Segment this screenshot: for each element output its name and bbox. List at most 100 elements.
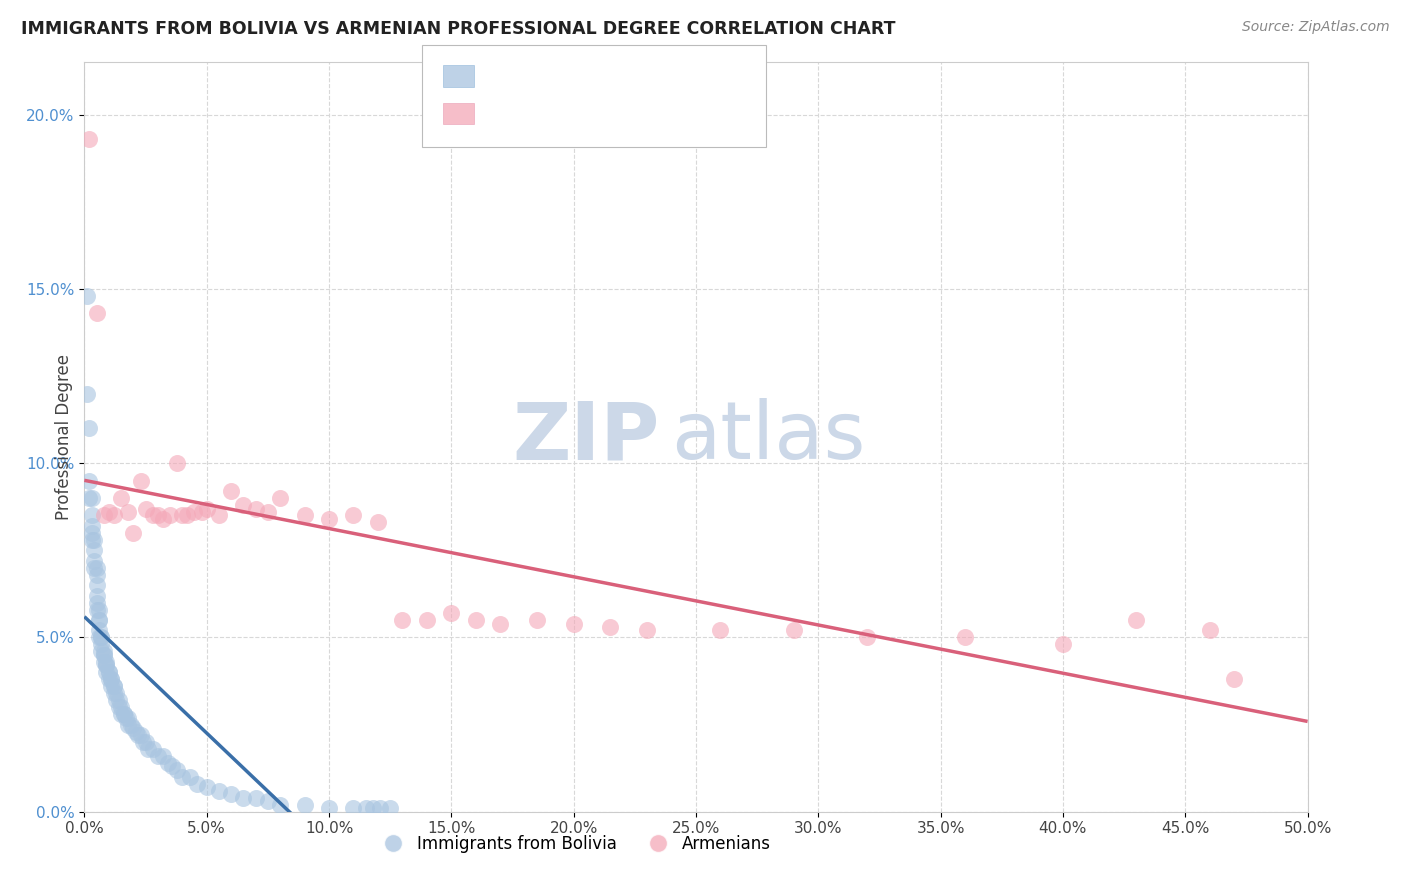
Point	[100, 673, 122, 687]
Point	[97, 673, 120, 687]
Point	[83, 561, 105, 575]
Point	[80, 519, 103, 533]
Point	[90, 644, 112, 658]
Point	[86, 602, 108, 616]
Point	[1198, 624, 1220, 638]
Point	[361, 801, 384, 815]
Point	[87, 602, 110, 616]
Point	[464, 613, 486, 627]
Point	[115, 711, 138, 725]
Point	[112, 707, 135, 722]
Point	[83, 554, 105, 568]
Point	[86, 578, 108, 592]
Point	[183, 505, 205, 519]
Point	[135, 735, 157, 749]
Point	[93, 648, 115, 662]
Point	[166, 456, 188, 470]
Point	[86, 589, 108, 603]
Point	[97, 665, 120, 680]
Point	[122, 721, 145, 735]
Point	[93, 655, 115, 669]
Text: ZIP: ZIP	[512, 398, 659, 476]
Point	[1125, 613, 1147, 627]
Point	[953, 631, 976, 645]
Point	[77, 421, 100, 435]
Point	[489, 616, 512, 631]
Point	[100, 679, 122, 693]
Point	[110, 491, 132, 505]
Point	[110, 700, 132, 714]
Point	[105, 693, 128, 707]
Point	[103, 679, 125, 693]
Point	[122, 525, 145, 540]
Point	[112, 707, 135, 722]
Point	[117, 711, 139, 725]
Point	[416, 613, 439, 627]
Point	[195, 501, 218, 516]
Point	[103, 508, 125, 523]
Point	[87, 613, 110, 627]
Point	[97, 505, 120, 519]
Point	[269, 491, 291, 505]
Point	[191, 505, 214, 519]
Point	[146, 508, 169, 523]
Point	[103, 686, 125, 700]
Point	[172, 770, 194, 784]
Point	[208, 508, 231, 523]
Point	[245, 501, 267, 516]
Point	[77, 132, 100, 146]
Point	[1223, 673, 1246, 687]
Point	[208, 784, 231, 798]
Point	[86, 306, 108, 320]
Point	[120, 717, 142, 731]
Point	[195, 780, 218, 795]
Point	[367, 516, 389, 530]
Point	[127, 728, 149, 742]
Point	[342, 801, 364, 815]
Point	[186, 777, 208, 791]
Point	[342, 508, 364, 523]
Point	[152, 512, 174, 526]
Point	[135, 501, 157, 516]
Point	[142, 508, 165, 523]
Point	[100, 673, 122, 687]
Point	[77, 491, 100, 505]
Point	[176, 508, 198, 523]
Point	[166, 763, 188, 777]
Point	[83, 533, 105, 547]
Point	[179, 770, 201, 784]
Point	[709, 624, 731, 638]
Point	[86, 567, 108, 582]
Point	[129, 728, 152, 742]
Point	[90, 637, 112, 651]
Text: 47: 47	[657, 106, 679, 120]
Point	[107, 693, 129, 707]
Point	[83, 543, 105, 558]
Point	[86, 596, 108, 610]
Point	[93, 508, 115, 523]
Point	[562, 616, 585, 631]
Point	[80, 508, 103, 523]
Point	[159, 508, 181, 523]
Point	[96, 655, 118, 669]
Point	[526, 613, 548, 627]
Point	[87, 624, 110, 638]
Point	[599, 620, 621, 634]
Point	[856, 631, 879, 645]
Point	[117, 505, 139, 519]
Point	[232, 790, 254, 805]
Point	[93, 644, 115, 658]
Text: atlas: atlas	[672, 398, 866, 476]
Point	[87, 631, 110, 645]
Text: N =: N =	[600, 69, 647, 83]
Point	[318, 512, 340, 526]
Point	[96, 665, 118, 680]
Point	[172, 508, 194, 523]
Point	[96, 658, 118, 673]
Text: -0.204: -0.204	[531, 106, 589, 120]
Text: -0.180: -0.180	[531, 69, 589, 83]
Point	[636, 624, 658, 638]
Point	[76, 289, 98, 303]
Text: R =: R =	[485, 106, 520, 120]
Point	[219, 787, 242, 801]
